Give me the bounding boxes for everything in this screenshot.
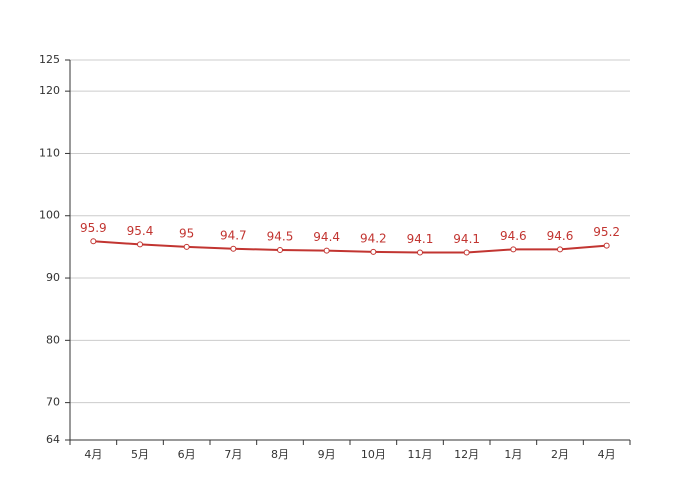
y-tick-label: 80 [46, 333, 60, 346]
x-tick-label: 9月 [318, 448, 336, 461]
point [463, 249, 470, 256]
point [277, 247, 283, 253]
line [93, 240, 607, 254]
x-tick-label: 1月 [504, 448, 522, 461]
y-tick-label: 90 [46, 271, 60, 284]
y-tick-label: 100 [39, 209, 60, 222]
y-tick-label: 120 [39, 84, 60, 97]
data-label: 94.4 [313, 230, 340, 244]
data-label: 94.5 [267, 230, 294, 244]
point [603, 242, 610, 249]
data-label: 94.7 [220, 228, 247, 242]
point [183, 243, 190, 250]
data-label: 94.1 [453, 232, 480, 246]
point [370, 248, 377, 255]
x-tick-label: 4月 [598, 448, 616, 461]
point [557, 246, 563, 253]
x-tick-label: 4月 [84, 448, 102, 461]
point [90, 238, 97, 245]
point [510, 246, 517, 253]
y-tick-label: 64 [46, 433, 60, 446]
x-tick-label: 5月 [131, 448, 149, 461]
x-tick-label: 6月 [178, 448, 196, 461]
data-label: 95.2 [593, 225, 620, 239]
point [137, 241, 143, 248]
x-tick-label: 2月 [551, 448, 569, 461]
point [323, 247, 330, 254]
y-tick-label: 125 [39, 53, 60, 66]
x-tick-label: 7月 [224, 448, 242, 461]
data-label: 94.1 [407, 232, 434, 246]
data-label: 95.9 [80, 221, 107, 235]
point [230, 245, 237, 252]
x-tick-label: 12月 [454, 448, 479, 461]
x-tick-label: 8月 [271, 448, 289, 461]
x-tick-label: 11月 [408, 448, 433, 461]
y-tick-label: 70 [46, 396, 60, 409]
point [417, 249, 423, 256]
data-label: 94.2 [360, 231, 387, 245]
data-label: 95 [179, 226, 194, 240]
y-tick-label: 110 [39, 146, 60, 159]
data-label: 95.4 [127, 224, 154, 238]
data-label: 94.6 [500, 229, 527, 243]
x-tick-label: 10月 [361, 448, 386, 461]
data-label: 94.6 [547, 229, 574, 243]
